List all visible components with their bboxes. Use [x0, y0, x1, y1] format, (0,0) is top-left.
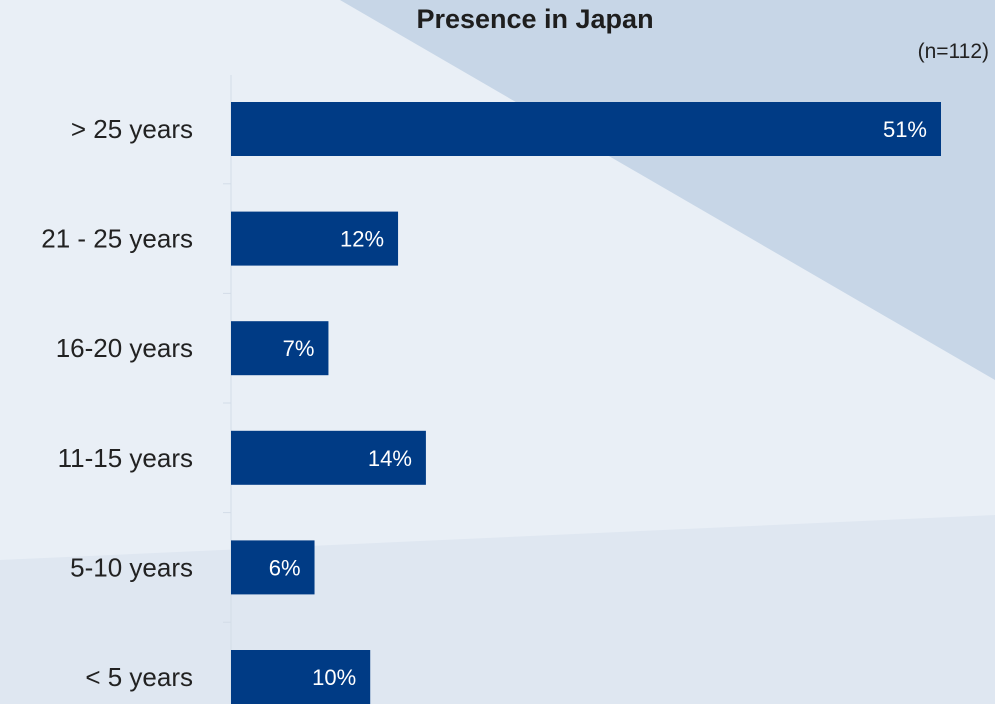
data-label: 51% [883, 117, 927, 142]
bar [231, 102, 941, 156]
data-label: 10% [312, 665, 356, 690]
data-label: 7% [283, 336, 315, 361]
data-label: 14% [368, 446, 412, 471]
bar [231, 540, 315, 595]
category-label: > 25 years [71, 114, 193, 144]
sample-size-label: (n=112) [917, 40, 989, 63]
data-label: 12% [340, 227, 384, 252]
chart-title: Presence in Japan [416, 4, 654, 34]
category-label: 11-15 years [58, 443, 193, 473]
bar [231, 650, 371, 704]
data-label: 6% [269, 555, 301, 580]
category-label: 21 - 25 years [41, 224, 193, 254]
category-label: < 5 years [85, 662, 193, 692]
category-label: 5-10 years [70, 552, 193, 582]
bar [231, 211, 399, 266]
category-label: 16-20 years [56, 333, 193, 363]
bar [231, 430, 426, 485]
bar [231, 321, 329, 376]
